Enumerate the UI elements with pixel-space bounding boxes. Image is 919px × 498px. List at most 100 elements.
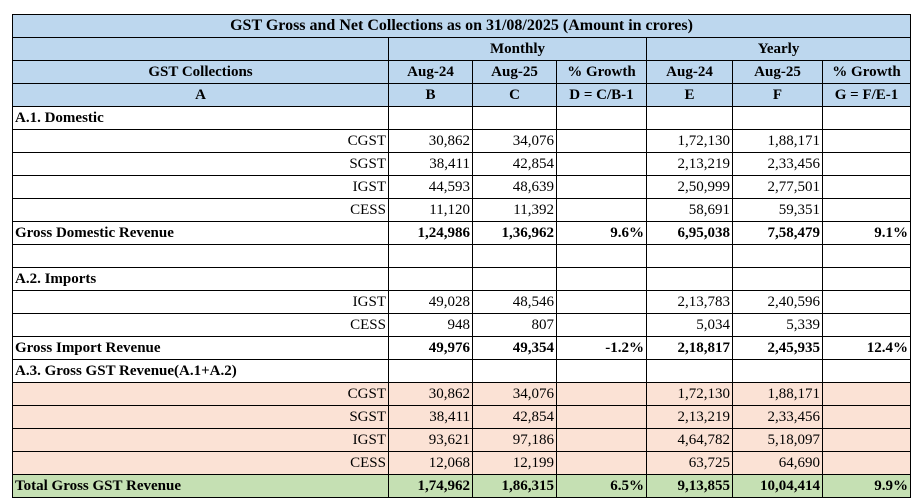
col-header: Aug-24 — [646, 60, 733, 84]
col-header: Aug-24 — [388, 60, 473, 84]
empty-cell — [646, 267, 733, 291]
period-header-row: Monthly Yearly — [12, 37, 912, 61]
value-cell: 38,411 — [388, 405, 473, 429]
value-cell — [821, 198, 912, 222]
table-row: CGST 30,862 34,076 1,72,130 1,88,171 — [12, 382, 912, 406]
value-cell: 42,854 — [472, 152, 557, 176]
value-cell: 49,028 — [388, 290, 473, 314]
code-header: G = F/E-1 — [821, 83, 912, 107]
empty-cell — [821, 106, 912, 130]
row-label: CESS — [12, 451, 389, 475]
value-cell — [556, 152, 647, 176]
value-cell: 42,854 — [472, 405, 557, 429]
empty-cell — [472, 359, 557, 383]
value-cell — [556, 313, 647, 337]
value-cell: 5,034 — [646, 313, 733, 337]
grand-total-row: Total Gross GST Revenue 1,74,962 1,86,315 6… — [12, 474, 912, 498]
column-header-row: GST Collections Aug-24 Aug-25 % Growth A… — [12, 60, 912, 84]
value-cell: 6,95,038 — [646, 221, 733, 245]
value-cell: 63,725 — [646, 451, 733, 475]
value-cell: 12,068 — [388, 451, 473, 475]
value-cell: 1,88,171 — [732, 129, 823, 153]
row-label: SGST — [12, 152, 389, 176]
value-cell: 9.1% — [821, 221, 912, 245]
empty-cell — [472, 106, 557, 130]
table-row: CESS 12,068 12,199 63,725 64,690 — [12, 451, 912, 475]
yearly-header: Yearly — [645, 37, 912, 61]
value-cell: 11,392 — [472, 198, 557, 222]
empty-cell — [12, 244, 389, 268]
table-row: IGST 44,593 48,639 2,50,999 2,77,501 — [12, 175, 912, 199]
table-row: IGST 49,028 48,546 2,13,783 2,40,596 — [12, 290, 912, 314]
empty-cell — [646, 106, 733, 130]
col-header: % Growth — [821, 60, 912, 84]
row-label: Total Gross GST Revenue — [12, 474, 389, 498]
value-cell — [821, 451, 912, 475]
value-cell: 38,411 — [388, 152, 473, 176]
empty-cell — [472, 244, 557, 268]
value-cell — [821, 152, 912, 176]
empty-cell — [646, 244, 733, 268]
value-cell — [556, 428, 647, 452]
value-cell: 30,862 — [388, 129, 473, 153]
empty-cell — [388, 106, 473, 130]
value-cell: 1,72,130 — [646, 382, 733, 406]
code-header: B — [388, 83, 473, 107]
value-cell: 2,18,817 — [646, 336, 733, 360]
empty-cell — [732, 106, 823, 130]
value-cell: 48,639 — [472, 175, 557, 199]
code-header: A — [12, 83, 389, 107]
value-cell: 11,120 — [388, 198, 473, 222]
spacer-row — [12, 244, 912, 268]
value-cell: 9.6% — [556, 221, 647, 245]
col-header: Aug-25 — [732, 60, 823, 84]
row-label: IGST — [12, 175, 389, 199]
value-cell: 49,354 — [472, 336, 557, 360]
col-header: % Growth — [556, 60, 647, 84]
value-cell — [821, 382, 912, 406]
row-label: SGST — [12, 405, 389, 429]
row-label: CGST — [12, 382, 389, 406]
value-cell — [556, 382, 647, 406]
value-cell: 948 — [388, 313, 473, 337]
value-cell: 1,72,130 — [646, 129, 733, 153]
value-cell — [556, 451, 647, 475]
empty-cell — [646, 359, 733, 383]
empty-cell — [388, 267, 473, 291]
value-cell: 2,33,456 — [732, 405, 823, 429]
value-cell: -1.2% — [556, 336, 647, 360]
value-cell: 93,621 — [388, 428, 473, 452]
value-cell: 58,691 — [646, 198, 733, 222]
value-cell: 12.4% — [821, 336, 912, 360]
value-cell: 1,74,962 — [388, 474, 473, 498]
row-label: Gross Import Revenue — [12, 336, 389, 360]
value-cell — [821, 313, 912, 337]
section-row: A.2. Imports — [12, 267, 912, 291]
empty-cell — [388, 359, 473, 383]
title-row: GST Gross and Net Collections as on 31/0… — [11, 14, 912, 38]
value-cell — [556, 129, 647, 153]
section-row: A.3. Gross GST Revenue(A.1+A.2) — [12, 359, 912, 383]
table-row: SGST 38,411 42,854 2,13,219 2,33,456 — [12, 405, 912, 429]
value-cell: 2,40,596 — [732, 290, 823, 314]
section-title: A.2. Imports — [12, 267, 389, 291]
empty-cell — [388, 244, 473, 268]
value-cell — [821, 290, 912, 314]
code-header: C — [472, 83, 557, 107]
value-cell: 5,18,097 — [732, 428, 823, 452]
value-cell: 30,862 — [388, 382, 473, 406]
code-header: F — [732, 83, 823, 107]
value-cell — [556, 290, 647, 314]
value-cell: 7,58,479 — [732, 221, 823, 245]
empty-cell — [821, 244, 912, 268]
value-cell — [821, 405, 912, 429]
empty-cell — [821, 267, 912, 291]
value-cell: 1,24,986 — [388, 221, 473, 245]
row-label: Gross Domestic Revenue — [12, 221, 389, 245]
value-cell: 4,64,782 — [646, 428, 733, 452]
value-cell: 2,13,219 — [646, 152, 733, 176]
empty-cell — [821, 359, 912, 383]
empty-cell — [556, 359, 647, 383]
col-header: Aug-25 — [472, 60, 557, 84]
value-cell — [556, 405, 647, 429]
